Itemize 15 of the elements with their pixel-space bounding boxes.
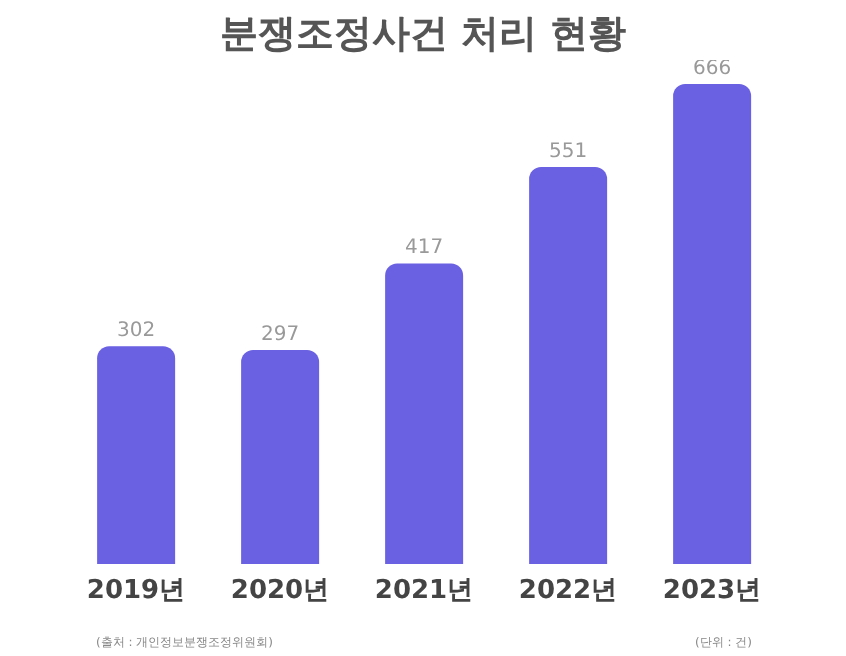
bar xyxy=(673,84,752,564)
x-tick-label: 2022년 xyxy=(518,576,618,607)
x-tick-label: 2021년 xyxy=(374,576,474,607)
bar xyxy=(241,349,320,564)
bar xyxy=(97,346,176,564)
bar xyxy=(529,166,608,564)
data-label: 417 xyxy=(405,237,444,260)
data-label: 302 xyxy=(117,320,156,343)
data-label: 297 xyxy=(261,323,300,346)
x-tick-label: 2020년 xyxy=(230,576,330,607)
data-label: 551 xyxy=(549,140,588,163)
chart-title: 분쟁조정사건 처리 현황 xyxy=(217,10,629,60)
x-tick-label: 2019년 xyxy=(86,576,186,607)
x-tick-label: 2023년 xyxy=(662,576,762,607)
bar xyxy=(385,263,464,564)
